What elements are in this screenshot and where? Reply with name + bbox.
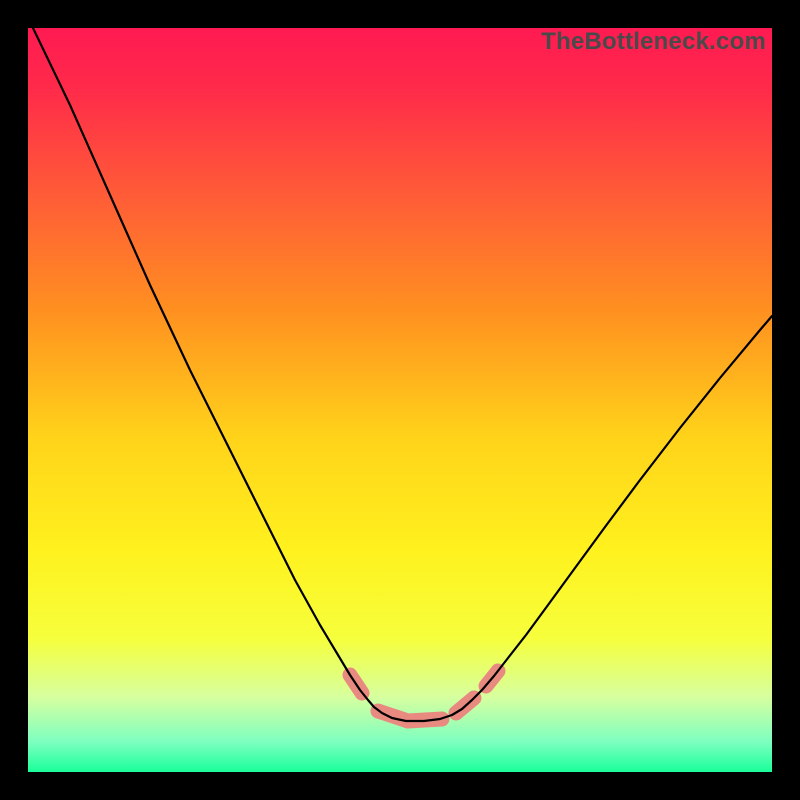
watermark-text: TheBottleneck.com bbox=[541, 28, 766, 56]
curve-overlay bbox=[28, 28, 772, 772]
plot-area: TheBottleneck.com bbox=[28, 28, 772, 772]
chart-frame: TheBottleneck.com bbox=[0, 0, 800, 800]
bottleneck-curve-path bbox=[33, 28, 772, 721]
